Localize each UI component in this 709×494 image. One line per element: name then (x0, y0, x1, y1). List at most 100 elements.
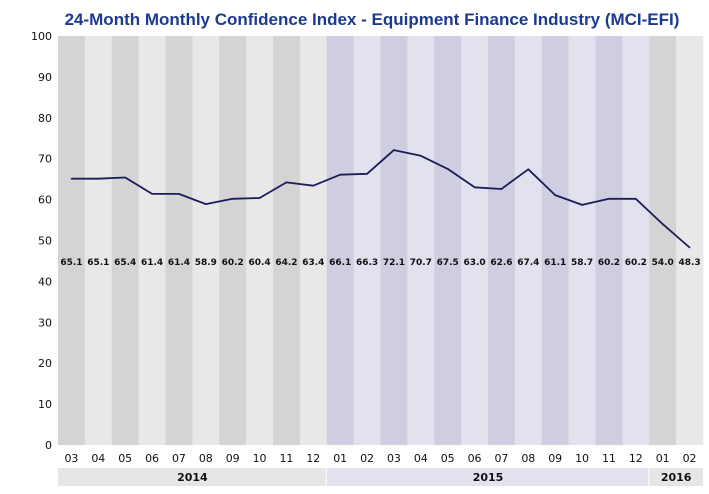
y-tick-label: 10 (38, 398, 52, 411)
data-label: 66.1 (329, 258, 351, 268)
chart-title: 24-Month Monthly Confidence Index - Equi… (65, 10, 680, 29)
year-band (326, 468, 649, 486)
data-point (151, 193, 153, 195)
data-label: 63.4 (302, 258, 324, 268)
x-tick-label: 09 (226, 452, 240, 465)
y-tick-label: 0 (45, 439, 52, 452)
data-point (285, 181, 288, 184)
x-tick-label: 11 (279, 452, 293, 465)
y-tick-label: 40 (38, 275, 52, 288)
x-tick-label: 01 (656, 452, 670, 465)
year-label: 2014 (177, 471, 208, 484)
column-stripe (58, 36, 86, 445)
data-label: 58.9 (195, 258, 217, 268)
data-label: 70.7 (410, 258, 432, 268)
column-stripe (165, 36, 193, 445)
x-tick-label: 06 (468, 452, 482, 465)
column-stripe (246, 36, 274, 445)
x-tick-label: 04 (91, 452, 105, 465)
x-tick-label: 11 (602, 452, 616, 465)
data-label: 60.2 (625, 258, 647, 268)
x-tick-label: 12 (306, 452, 320, 465)
data-point (661, 223, 664, 225)
column-stripe (326, 36, 354, 445)
data-point (258, 197, 261, 199)
data-label: 63.0 (463, 258, 485, 268)
column-stripe (514, 36, 543, 445)
x-tick-label: 02 (683, 452, 697, 465)
y-tick-label: 80 (38, 112, 52, 125)
y-tick-label: 50 (38, 235, 52, 248)
x-tick-label: 07 (494, 452, 508, 465)
data-point (97, 177, 100, 180)
x-tick-label: 01 (333, 452, 347, 465)
data-point (581, 204, 583, 206)
data-point (420, 155, 422, 157)
data-point (473, 186, 476, 189)
data-label: 48.3 (678, 258, 700, 268)
year-label: 2015 (473, 471, 504, 484)
data-label: 61.1 (544, 258, 566, 268)
series-line (71, 149, 691, 249)
column-stripe (380, 36, 408, 445)
data-label: 72.1 (383, 258, 405, 268)
data-label: 62.6 (490, 258, 512, 268)
data-point (70, 177, 73, 180)
x-tick-label: 09 (548, 452, 562, 465)
data-label: 61.4 (141, 258, 163, 268)
column-stripe (568, 36, 596, 445)
column-stripe (649, 36, 677, 445)
data-point (366, 173, 368, 175)
column-stripe (595, 36, 623, 445)
data-point (688, 246, 691, 249)
x-tick-label: 03 (387, 452, 401, 465)
column-stripe (353, 36, 381, 445)
column-stripe (488, 36, 516, 445)
x-tick-label: 08 (521, 452, 535, 465)
data-point (527, 168, 530, 171)
column-stripe (192, 36, 220, 445)
column-stripe (622, 36, 650, 445)
data-point (178, 193, 180, 195)
column-stripe (461, 36, 489, 445)
data-point (554, 194, 556, 196)
data-label: 54.0 (652, 258, 674, 268)
data-point (446, 168, 449, 170)
x-tick-label: 12 (629, 452, 643, 465)
y-tick-label: 60 (38, 194, 52, 207)
x-tick-label: 08 (199, 452, 213, 465)
data-label: 65.4 (114, 258, 136, 268)
data-point (393, 149, 395, 151)
data-label: 64.2 (275, 258, 297, 268)
data-point (635, 197, 637, 200)
year-band (58, 468, 326, 486)
data-label: 60.2 (222, 258, 244, 268)
data-label: 67.5 (437, 258, 459, 268)
x-tick-label: 10 (253, 452, 267, 465)
data-label: 60.4 (248, 258, 270, 268)
column-stripe (84, 36, 113, 445)
x-tick-label: 05 (441, 452, 455, 465)
column-stripe (434, 36, 462, 445)
x-tick-label: 05 (118, 452, 132, 465)
x-tick-label: 07 (172, 452, 186, 465)
data-point (231, 197, 234, 200)
y-tick-label: 30 (38, 316, 52, 329)
data-label: 66.3 (356, 258, 378, 268)
data-label: 60.2 (598, 258, 620, 268)
data-point (124, 176, 126, 179)
data-point (205, 203, 207, 205)
column-stripe (541, 36, 569, 445)
column-stripe (407, 36, 435, 445)
y-tick-label: 70 (38, 153, 52, 166)
y-tick-label: 90 (38, 71, 52, 84)
data-point (608, 197, 610, 200)
x-tick-label: 04 (414, 452, 428, 465)
x-tick-label: 03 (64, 452, 78, 465)
data-label: 65.1 (60, 258, 82, 268)
x-tick-label: 06 (145, 452, 159, 465)
column-stripe (111, 36, 139, 445)
data-point (312, 184, 315, 187)
data-label: 67.4 (517, 258, 539, 268)
